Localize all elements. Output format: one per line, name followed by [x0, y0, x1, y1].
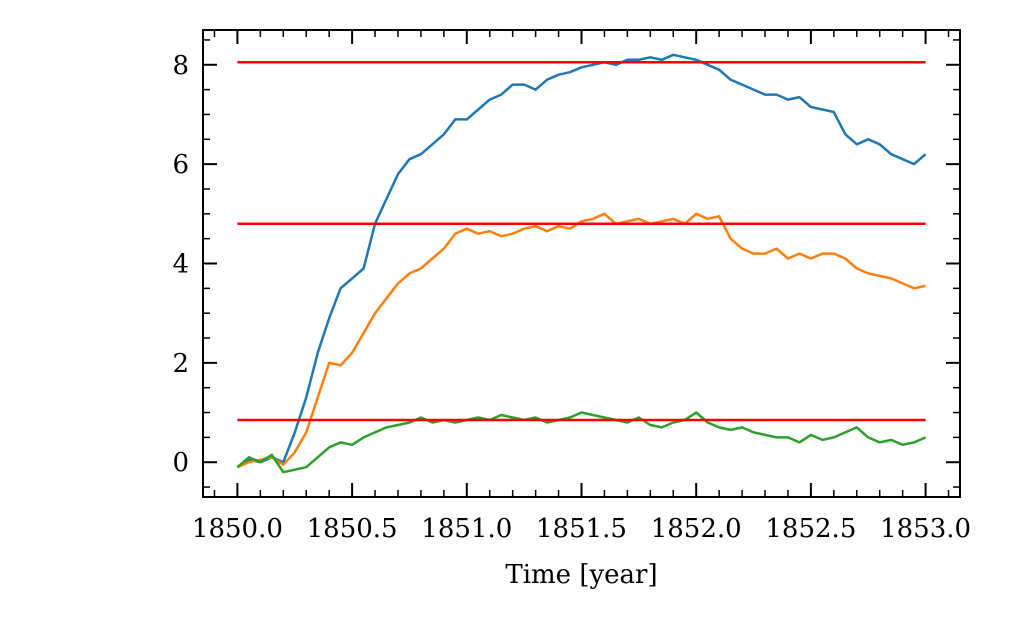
ticks-layer: [203, 30, 960, 497]
y-tick-label: 8: [172, 51, 189, 81]
series-green-line: [236, 411, 927, 474]
y-tick-label: 2: [172, 349, 189, 379]
x-tick-label: 1853.0: [880, 514, 971, 544]
x-tick-label: 1851.0: [421, 514, 512, 544]
tick-labels-layer: 1850.0 1850.5 1851.0 1851.5 1852.0 1852.5 1853…: [172, 51, 971, 544]
x-tick-label: 1851.5: [536, 514, 627, 544]
x-axis-label: Time [year]: [505, 560, 657, 590]
plot-frame: [202, 29, 961, 498]
series-orange-line: [236, 212, 926, 469]
x-tick-label: 1852.0: [651, 514, 742, 544]
series-blue-line: [236, 53, 927, 469]
y-tick-label: 0: [172, 448, 189, 478]
x-tick-label: 1852.5: [765, 514, 856, 544]
y-tick-label: 6: [172, 150, 189, 180]
series-layer: [236, 53, 927, 474]
y-tick-label: 4: [172, 250, 189, 280]
x-tick-label: 1850.5: [307, 514, 398, 544]
x-tick-label: 1850.0: [192, 514, 283, 544]
